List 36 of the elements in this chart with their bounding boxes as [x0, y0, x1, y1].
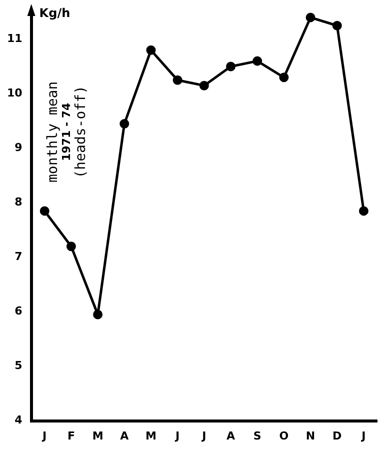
annotation: monthly mean 1971 - 74 (heads-off) — [44, 81, 89, 182]
y-tick-label: 11 — [6, 32, 22, 46]
point — [146, 45, 156, 55]
y-axis-title: Kg/h — [39, 6, 70, 20]
y-tick-label: 8 — [14, 196, 22, 209]
point — [40, 206, 50, 216]
x-tick-label: J — [201, 429, 206, 442]
y-tick-label: 10 — [6, 86, 23, 100]
y-tick-label: 4 — [14, 414, 23, 427]
y-tick-label: 9 — [14, 141, 22, 154]
point — [226, 62, 236, 72]
x-tick-label: N — [306, 429, 316, 442]
x-tick-label: J — [174, 429, 180, 442]
x-tick-label: D — [332, 429, 342, 442]
x-tick-label: A — [226, 429, 236, 442]
point — [66, 242, 76, 252]
x-tick-label: M — [92, 429, 104, 442]
x-tick-label: S — [253, 429, 262, 442]
x-tick-label: F — [67, 429, 75, 442]
point — [252, 56, 262, 66]
point — [306, 12, 316, 22]
x-tick-label: M — [145, 429, 156, 442]
x-tick-label: O — [279, 429, 289, 442]
x-tick-label: A — [120, 429, 130, 442]
y-tick-label: 5 — [14, 359, 22, 372]
x-tick-label: J — [42, 429, 47, 442]
point — [172, 75, 182, 85]
x-tick-label: J — [360, 429, 366, 442]
y-tick-label: 7 — [14, 250, 22, 264]
point — [332, 20, 342, 30]
point — [199, 80, 209, 90]
y-tick-label: 6 — [14, 304, 23, 318]
point — [120, 118, 130, 128]
point — [279, 72, 289, 82]
point — [358, 206, 368, 216]
point — [93, 310, 103, 320]
